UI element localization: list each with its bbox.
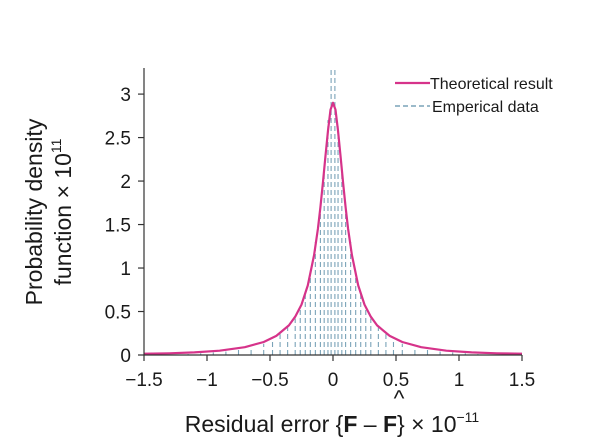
plot-area <box>143 68 523 355</box>
y-tick-label: 2.5 <box>105 129 131 150</box>
y-tick-group: 0 0.5 1 1.5 2 2.5 3 <box>105 85 144 367</box>
x-tick-label: −1.5 <box>125 370 163 391</box>
y-tick-label: 0 <box>120 346 131 367</box>
x-tick-label: 0.5 <box>383 370 409 391</box>
theoretical-curve <box>143 101 523 355</box>
x-tick-label: 1.5 <box>509 370 535 391</box>
x-axis-title-hat: ^ <box>394 385 405 411</box>
y-tick-label: 2 <box>120 172 131 193</box>
x-axis-title: Residual error {F – F} × 10−11 <box>185 409 480 437</box>
y-axis-title: Probability density <box>21 118 47 305</box>
x-tick-label: 0 <box>328 370 339 391</box>
legend-label-theoretical: Theoretical result <box>430 76 553 93</box>
y-tick-label: 0.5 <box>105 303 131 324</box>
x-axis-title-symbol: F <box>343 411 357 437</box>
x-axis-title-prefix: Residual error { <box>185 411 344 437</box>
legend-label-empirical: Emperical data <box>432 99 539 116</box>
y-axis-title-line2: function × 1011 <box>48 138 76 285</box>
x-tick-label: −0.5 <box>251 370 289 391</box>
x-axis-title-exponent: −11 <box>457 409 480 425</box>
x-axis-title-suffix: } × 10 <box>397 411 456 437</box>
legend: Theoretical result Emperical data <box>395 76 553 116</box>
x-tick-label: −1 <box>196 370 218 391</box>
y-axis-title-line1: Probability density <box>21 118 47 305</box>
y-tick-label: 3 <box>120 85 131 106</box>
x-axis-title-symbol-hat: F <box>383 411 397 437</box>
y-tick-label: 1 <box>120 259 131 280</box>
y-tick-label: 1.5 <box>105 216 131 237</box>
x-tick-label: 1 <box>454 370 465 391</box>
x-axis-title-minus: – <box>357 411 383 437</box>
y-axis-title-exponent: 11 <box>48 138 64 153</box>
y-axis-title-line2-text: function × 10 <box>50 153 76 285</box>
y-axis-title-2: function × 1011 <box>48 138 76 285</box>
x-tick-group: −1.5 −1 −0.5 0 0.5 1 1.5 <box>125 355 535 391</box>
